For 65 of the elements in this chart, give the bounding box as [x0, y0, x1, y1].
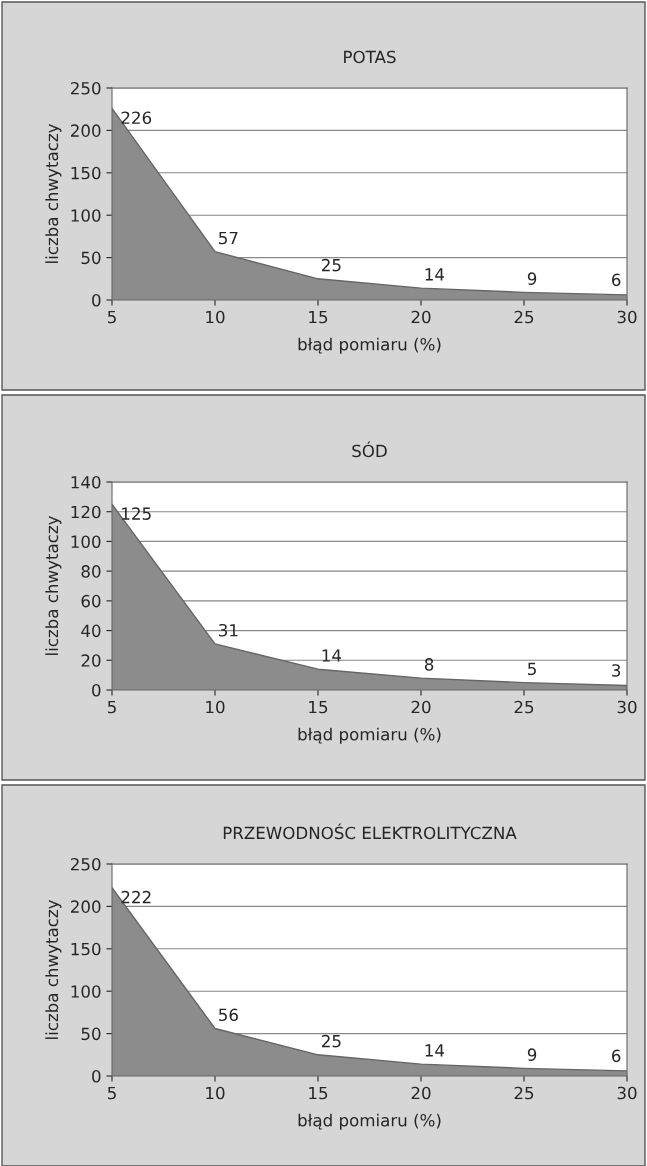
- y-tick-label: 100: [71, 985, 101, 998]
- y-tick-label: 100: [71, 535, 101, 548]
- y-tick-label: 0: [92, 293, 101, 307]
- y-tick-label: 200: [70, 124, 101, 137]
- y-tick-label: 50: [81, 251, 101, 265]
- data-label: 5: [528, 662, 536, 676]
- x-tick-label: 30: [617, 310, 637, 324]
- y-tick-label: 0: [92, 1069, 101, 1083]
- x-tick-label: 5: [107, 310, 116, 324]
- x-tick-label: 25: [514, 310, 534, 324]
- x-tick-label: 15: [309, 310, 328, 324]
- x-tick-label: 30: [617, 1086, 637, 1100]
- x-tick-label: 20: [411, 310, 431, 324]
- y-tick-label: 150: [71, 942, 101, 956]
- data-label: 222: [121, 890, 151, 904]
- x-axis-title: błąd pomiaru (%): [298, 337, 441, 354]
- y-tick-label: 0: [92, 683, 101, 697]
- x-tick-label: 25: [514, 1086, 534, 1100]
- data-label: 14: [425, 268, 445, 281]
- chart-title: POTAS: [344, 50, 396, 64]
- data-label: 31: [219, 623, 238, 637]
- data-label: 25: [322, 1034, 341, 1048]
- x-axis-title: błąd pomiaru (%): [298, 727, 441, 744]
- chart-title: PRZEWODNOŚC ELEKTROLITYCZNA: [223, 823, 517, 840]
- y-axis-title: liczba chwytaczy: [45, 899, 62, 1039]
- y-tick-label: 200: [70, 900, 101, 913]
- data-label: 9: [527, 1048, 537, 1061]
- data-label: 8: [424, 658, 434, 671]
- y-axis-title: liczba chwytaczy: [45, 515, 62, 655]
- y-tick-label: 20: [81, 654, 101, 667]
- x-tick-label: 30: [617, 700, 637, 714]
- x-axis-title: błąd pomiaru (%): [298, 1113, 441, 1130]
- y-tick-label: 40: [81, 624, 101, 638]
- data-label: 6: [612, 1049, 621, 1063]
- x-tick-label: 20: [411, 700, 431, 714]
- x-tick-label: 5: [107, 700, 116, 714]
- y-tick-label: 80: [81, 565, 101, 578]
- y-tick-label: 50: [81, 1027, 101, 1041]
- x-tick-label: 10: [206, 1086, 225, 1100]
- data-label: 6: [612, 273, 621, 287]
- x-tick-label: 25: [514, 700, 534, 714]
- data-label: 3: [612, 664, 621, 677]
- x-tick-label: 20: [411, 1086, 431, 1100]
- y-tick-label: 250: [70, 857, 101, 871]
- x-tick-label: 10: [206, 700, 225, 714]
- data-label: 125: [122, 507, 151, 520]
- y-tick-label: 60: [81, 594, 101, 608]
- y-tick-label: 150: [71, 166, 101, 180]
- y-tick-label: 140: [71, 475, 101, 489]
- data-label: 14: [322, 649, 342, 662]
- x-tick-label: 10: [206, 310, 225, 324]
- x-tick-label: 15: [309, 700, 328, 714]
- chart-title: SÓD: [352, 441, 387, 458]
- data-label: 25: [322, 258, 341, 272]
- data-label: 56: [219, 1008, 238, 1022]
- data-label: 14: [425, 1044, 445, 1057]
- data-label: 57: [219, 231, 238, 245]
- data-label: 226: [121, 111, 152, 125]
- y-tick-label: 250: [70, 81, 101, 95]
- y-axis-title: liczba chwytaczy: [45, 123, 62, 263]
- x-tick-label: 15: [309, 1086, 328, 1100]
- y-tick-label: 120: [71, 505, 101, 519]
- data-label: 9: [527, 272, 537, 285]
- x-tick-label: 5: [107, 1086, 116, 1100]
- y-tick-label: 100: [71, 209, 101, 222]
